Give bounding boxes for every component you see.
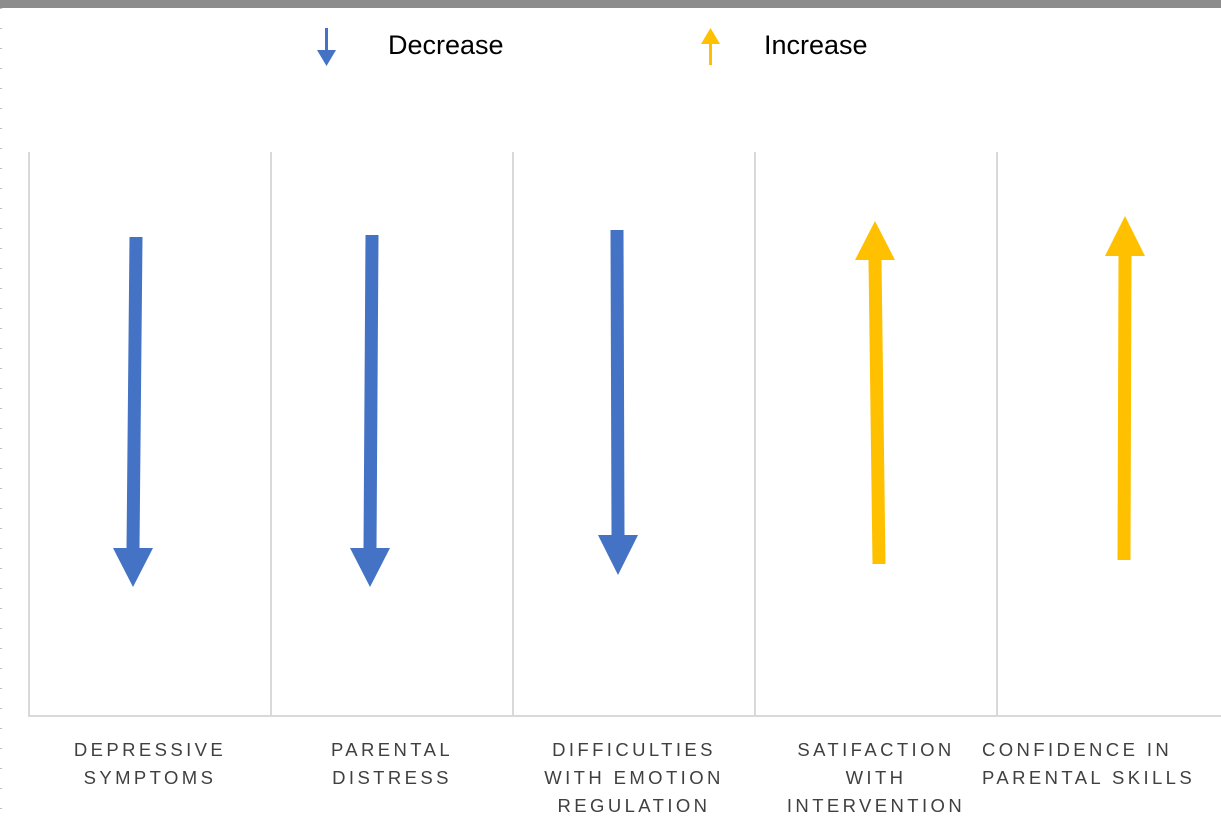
outcome-label-parental-distress: PARENTAL DISTRESS xyxy=(330,739,454,788)
outcome-arrow-satisfaction xyxy=(855,221,895,564)
outcome-arrow-parental-distress xyxy=(350,235,390,587)
outcome-label-confidence: CONFIDENCE IN PARENTAL SKILLS xyxy=(982,739,1196,788)
arrow-down-icon xyxy=(113,237,153,587)
outcome-arrow-emotion-regulation xyxy=(598,230,638,575)
legend-decrease-label: Decrease xyxy=(388,30,504,60)
outcome-label-satisfaction: SATIFACTION WITH INTERVENTION xyxy=(786,739,966,816)
left-dotted-edge xyxy=(0,8,2,817)
top-border xyxy=(0,0,1221,8)
arrow-down-icon xyxy=(598,230,638,575)
outcome-label-depressive-symptoms: DEPRESSIVE SYMPTOMS xyxy=(73,739,227,788)
legend-increase: Increase xyxy=(700,28,920,68)
arrow-down-icon xyxy=(317,28,336,66)
legend-increase-label: Increase xyxy=(764,30,868,60)
arrow-up-icon xyxy=(701,28,720,65)
arrow-up-icon xyxy=(855,221,895,564)
arrow-up-icon xyxy=(1105,216,1145,560)
outcome-label-emotion-regulation: DIFFICULTIES WITH EMOTION REGULATION xyxy=(544,739,724,816)
arrow-down-icon xyxy=(350,235,390,587)
legend-decrease: Decrease xyxy=(316,28,536,68)
outcome-arrow-depressive-symptoms xyxy=(113,237,153,587)
grid xyxy=(28,152,1221,717)
outcome-arrow-confidence xyxy=(1105,216,1145,560)
